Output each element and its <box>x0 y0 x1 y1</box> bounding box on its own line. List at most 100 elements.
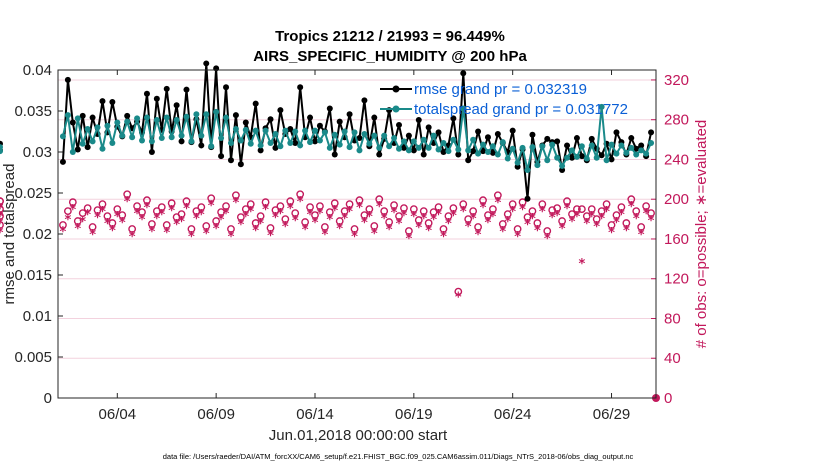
spread-point <box>282 127 289 134</box>
obs-evaluated-point: * <box>623 224 630 239</box>
obs-possible-point <box>439 225 448 233</box>
obs-possible-point <box>370 222 379 230</box>
obs-possible-point <box>647 209 655 218</box>
x-tick-label: 06/14 <box>296 406 334 423</box>
y-tick-label: 0.025 <box>14 185 52 202</box>
obs-possible-point <box>192 207 201 216</box>
obs-possible-point <box>508 200 517 209</box>
spread-point <box>178 132 185 139</box>
obs-evaluated-point: * <box>178 215 185 230</box>
obs-possible-point <box>454 287 463 296</box>
rmse-point <box>554 138 561 145</box>
obs-possible-point <box>479 196 487 205</box>
obs-evaluated-point: * <box>564 202 571 217</box>
rmse-point <box>494 130 501 137</box>
obs-evaluated-point: * <box>272 211 279 226</box>
spread-point <box>272 130 279 137</box>
obs-evaluated-point: * <box>188 230 195 245</box>
legend-spread-marker <box>392 105 400 113</box>
rmse-point <box>257 147 264 154</box>
rmse-point <box>568 154 575 161</box>
obs-possible-point <box>513 225 522 233</box>
obs-possible-point <box>400 204 408 213</box>
obs-evaluated-point: * <box>430 213 437 228</box>
obs-possible-point <box>325 208 334 217</box>
obs-possible-point <box>459 200 468 209</box>
spread-point <box>400 138 407 145</box>
obs-evaluated-point: * <box>134 207 141 222</box>
spread-point <box>480 141 487 148</box>
obs-possible-point <box>271 206 280 215</box>
obs-possible-point <box>538 200 547 209</box>
obs-evaluated-point: * <box>396 217 403 232</box>
obs-evaluated-point: * <box>401 209 408 224</box>
obs-evaluated-point: * <box>628 200 635 215</box>
spread-point <box>598 103 605 110</box>
obs-possible-point <box>543 227 552 235</box>
obs-possible-point <box>246 200 255 209</box>
obs-possible-point <box>177 210 186 219</box>
y-tick-label: 0.03 <box>23 144 52 161</box>
spread-point <box>519 144 526 151</box>
x-tick-label: 06/29 <box>593 406 631 423</box>
spread-point <box>460 105 467 112</box>
spread-point <box>391 135 398 142</box>
obs-possible-point <box>622 219 631 227</box>
spread-point <box>455 146 462 153</box>
rmse-point <box>484 134 491 141</box>
rmse-point <box>74 146 81 153</box>
rmse-point <box>628 135 635 142</box>
obs-possible-point <box>498 220 507 228</box>
obs-possible-point <box>503 210 512 219</box>
obs-evaluated-point: * <box>321 228 328 243</box>
spread-point <box>499 139 506 146</box>
obs-possible-point <box>0 205 4 214</box>
rmse-point <box>311 138 318 145</box>
spread-point <box>69 149 76 155</box>
rmse-point <box>277 107 284 114</box>
obs-possible-point <box>251 219 260 227</box>
obs-possible-point <box>434 203 443 212</box>
obs-evaluated-point: * <box>69 203 76 218</box>
y-tick-label: 0.02 <box>23 226 52 243</box>
obs-evaluated-point: * <box>331 204 338 219</box>
spread-point <box>489 143 496 150</box>
spread-point <box>366 140 373 147</box>
obs-evaluated-point: * <box>559 222 566 237</box>
obs-possible-point <box>167 199 176 208</box>
obs-evaluated-point: * <box>366 210 373 225</box>
rmse-point <box>331 151 338 158</box>
obs-possible-point <box>148 220 156 228</box>
y2-tick-label: 160 <box>664 231 689 248</box>
obs-possible-point <box>162 221 171 229</box>
obs-evaluated-point: * <box>445 217 452 232</box>
spread-point <box>237 137 244 144</box>
obs-possible-point <box>350 225 359 233</box>
spread-point <box>524 167 531 174</box>
obs-evaluated-point: * <box>262 203 269 218</box>
legend-rmse-marker <box>392 85 400 93</box>
spread-point <box>351 129 358 136</box>
obs-possible-point <box>133 202 141 211</box>
obs-possible-point <box>217 208 225 217</box>
spread-point <box>470 136 477 143</box>
y2-tick-label: 240 <box>664 151 689 168</box>
obs-evaluated-point: * <box>544 232 551 247</box>
obs-possible-point <box>113 205 122 214</box>
spread-point <box>638 147 645 154</box>
y-tick-label: 0 <box>44 390 52 407</box>
obs-possible-point <box>404 227 413 235</box>
rmse-point <box>232 112 239 119</box>
rmse-point <box>475 128 482 135</box>
obs-possible-point <box>286 197 295 206</box>
x-tick-label: 06/09 <box>197 406 235 423</box>
obs-possible-point <box>93 206 102 215</box>
obs-possible-point <box>577 205 586 214</box>
data-file-footnote: data file: /Users/raeder/DAI/ATM_forcXX/… <box>163 452 634 461</box>
obs-possible-point <box>301 218 310 226</box>
obs-evaluated-point: * <box>410 210 417 225</box>
spread-point <box>430 132 437 139</box>
spread-point <box>514 159 521 166</box>
series-layer: ****************************************… <box>0 60 660 402</box>
obs-possible-point <box>395 212 403 221</box>
